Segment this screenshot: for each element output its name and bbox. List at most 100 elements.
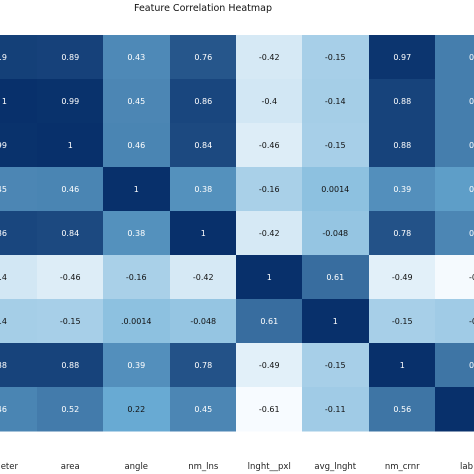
cell-value-label: .0.0014 [121, 317, 152, 326]
x-tick-label-1: area [61, 462, 80, 472]
cell-value-label: 0.0014 [321, 185, 349, 194]
cell-value-label: 0.89 [61, 53, 79, 62]
cell-value-label: .46 [0, 405, 7, 414]
cell-value-label: .45 [0, 185, 7, 194]
x-tick-label-4: lnght__pxl [248, 462, 291, 472]
cell-value-label: -0.16 [126, 273, 147, 282]
x-tick-label-0: meter [0, 462, 18, 472]
heatmap-cell-r4-c4 [236, 211, 303, 256]
x-tick-label-3: nm_lns [188, 462, 219, 472]
cell-value-label: -0.15 [60, 317, 81, 326]
heatmap-cell-r1-c7 [435, 79, 474, 124]
cell-value-label: 0.97 [393, 53, 411, 62]
heatmap-cell-r7-c5 [302, 343, 369, 388]
chart-title: Feature Correlation Heatmap [134, 3, 272, 14]
cell-value-label: -0.42 [259, 53, 280, 62]
heatmap-cell-r3-c1 [37, 167, 104, 212]
cell-value-label: 0.43 [127, 53, 145, 62]
heatmap-cell-r2-c7 [435, 123, 474, 168]
heatmap-cell-r8-c7 [435, 387, 474, 432]
cell-value-label: 0.88 [393, 97, 411, 106]
heatmap-cell-r6-c7 [435, 299, 474, 344]
heatmap-cell-r1-c0 [0, 79, 37, 124]
cell-value-label: 0.22 [127, 405, 145, 414]
cell-value-label: 1 [68, 141, 73, 150]
x-tick-label-6: nm_crnr [385, 462, 420, 472]
cell-value-label: 0.45 [127, 97, 145, 106]
cell-value-label: 0.84 [194, 141, 212, 150]
x-tick-labels: meter area angle nm_lns lnght__pxl avg_lnght n… [0, 462, 473, 472]
cell-value-label: 0.88 [393, 141, 411, 150]
heatmap-cell-r4-c6 [369, 211, 436, 256]
cell-value-label: .9 [0, 53, 7, 62]
heatmap-cell-r6-c2 [103, 299, 170, 344]
cell-value-label: 0.78 [393, 229, 411, 238]
x-tick-label-5: avg_lnght [314, 462, 356, 472]
cell-value-label: -0.16 [259, 185, 280, 194]
heatmap-cell-r0-c2 [103, 35, 170, 80]
heatmap-cell-r8-c1 [37, 387, 104, 432]
cell-value-label: 0 [469, 141, 474, 150]
heatmap-cell-r2-c4 [236, 123, 303, 168]
cell-value-label: -0.4 [261, 97, 277, 106]
cell-value-label: 0 [469, 97, 474, 106]
heatmap-cell-r3-c3 [170, 167, 237, 212]
heatmap-cell-r4-c2 [103, 211, 170, 256]
heatmap-cell-r8-c0 [0, 387, 37, 432]
heatmap-cell-r1-c1 [37, 79, 104, 124]
cell-value-label: 0.45 [194, 405, 212, 414]
heatmap-cell-r7-c1 [37, 343, 104, 388]
cell-value-label: 0.61 [326, 273, 344, 282]
cell-value-label: -0 [469, 273, 474, 282]
heatmap-cell-r5-c0 [0, 255, 37, 300]
cell-value-label: 0.61 [260, 317, 278, 326]
cell-value-label: 0.38 [127, 229, 145, 238]
cell-value-label: .99 [0, 141, 7, 150]
heatmap-cell-r3-c5 [302, 167, 369, 212]
heatmap-cell-r7-c2 [103, 343, 170, 388]
cell-value-label: 1 [2, 97, 7, 106]
heatmap-cell-r7-c0 [0, 343, 37, 388]
heatmap-cell-r3-c7 [435, 167, 474, 212]
cell-value-label: 0.84 [61, 229, 79, 238]
cell-value-label: -0.15 [392, 317, 413, 326]
heatmap-cell-r6-c1 [37, 299, 104, 344]
cell-value-label: 0.88 [61, 361, 79, 370]
cell-value-label: -0.49 [259, 361, 280, 370]
cell-value-label: -0 [469, 317, 474, 326]
heatmap-cell-r8-c2 [103, 387, 170, 432]
cell-value-label: 1 [134, 185, 139, 194]
cell-value-label: .88 [0, 361, 7, 370]
cell-value-label: 0 [469, 361, 474, 370]
heatmap-cell-r6-c3 [170, 299, 237, 344]
heatmap-cell-r5-c6 [369, 255, 436, 300]
heatmap-cell-r4-c3 [170, 211, 237, 256]
heatmap-cell-r0-c5 [302, 35, 369, 80]
cell-value-label: -0.42 [193, 273, 214, 282]
cell-value-label: -0.11 [325, 405, 346, 414]
cell-value-label: 0.78 [194, 361, 212, 370]
cell-value-label: -0.61 [259, 405, 280, 414]
heatmap-cell-r0-c4 [236, 35, 303, 80]
heatmap-cell-r5-c3 [170, 255, 237, 300]
cell-value-label: -0.048 [190, 317, 216, 326]
heatmap-cell-r3-c6 [369, 167, 436, 212]
cell-value-label: 1 [400, 361, 405, 370]
cell-value-label: -0.15 [325, 141, 346, 150]
heatmap-cell-r8-c3 [170, 387, 237, 432]
heatmap-cell-r1-c2 [103, 79, 170, 124]
cell-value-label: -0.46 [259, 141, 280, 150]
heatmap-cell-r2-c2 [103, 123, 170, 168]
heatmap-cell-r0-c1 [37, 35, 104, 80]
heatmap-cell-r1-c3 [170, 79, 237, 124]
heatmap-cell-r5-c4 [236, 255, 303, 300]
cell-value-label: 1 [267, 273, 272, 282]
heatmap-cell-r2-c6 [369, 123, 436, 168]
heatmap-cell-r7-c6 [369, 343, 436, 388]
heatmap-cell-r0-c3 [170, 35, 237, 80]
cell-value-label: .86 [0, 229, 7, 238]
heatmap-cell-r3-c4 [236, 167, 303, 212]
heatmap-cell-r4-c7 [435, 211, 474, 256]
x-tick-label-2: angle [124, 462, 148, 472]
